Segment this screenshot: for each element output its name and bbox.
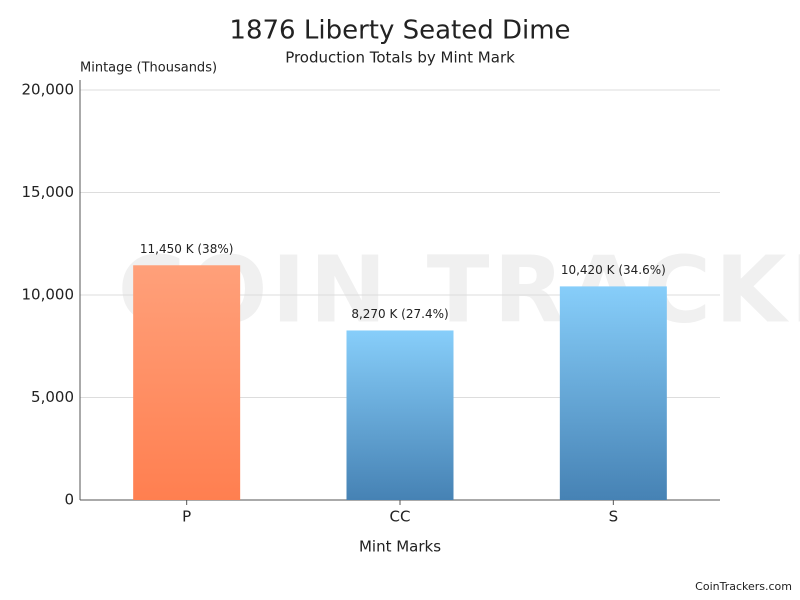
y-tick-label: 15,000	[22, 183, 75, 201]
chart-subtitle: Production Totals by Mint Mark	[285, 49, 515, 67]
bar	[560, 286, 667, 500]
y-tick-label: 5,000	[31, 388, 74, 406]
chart-title: 1876 Liberty Seated Dime	[229, 16, 570, 46]
footer: CoinTrackers.com	[695, 580, 792, 593]
y-tick-label: 0	[64, 491, 74, 509]
x-axis-label: Mint Marks	[359, 538, 441, 556]
y-tick-label: 10,000	[22, 286, 75, 304]
x-tick-label: CC	[390, 508, 411, 526]
x-tick-label: P	[182, 508, 191, 526]
y-tick-label: 20,000	[22, 81, 75, 99]
x-tick-label: S	[609, 508, 619, 526]
y-axis-label: Mintage (Thousands)	[80, 61, 217, 76]
bar	[347, 330, 454, 500]
bar	[133, 265, 240, 500]
value-label: 10,420 K (34.6%)	[561, 263, 666, 277]
value-label: 11,450 K (38%)	[140, 242, 234, 256]
value-label: 8,270 K (27.4%)	[351, 307, 448, 321]
